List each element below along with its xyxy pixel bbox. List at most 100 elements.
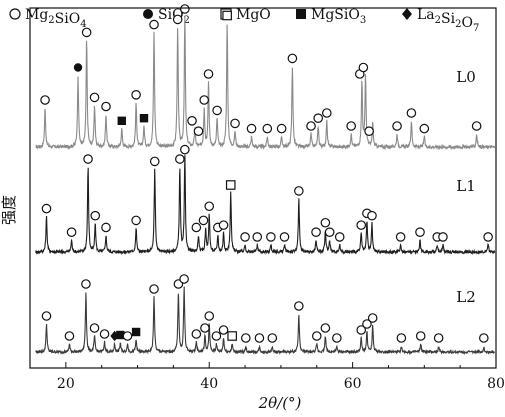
marker-l0-open-circle (212, 105, 222, 116)
marker-l0-open-circle (40, 95, 50, 105)
marker-l0-open-circle (101, 101, 111, 112)
marker-l0-filled-square (139, 114, 149, 123)
marker-l2-open-circle (479, 333, 489, 343)
marker-l0-open-square (222, 10, 232, 21)
marker-l2-open-circle (433, 333, 444, 343)
marker-l2-filled-square (116, 330, 125, 340)
x-axis-ticks: 20 40 60 80 (57, 362, 505, 392)
marker-l2-open-circle (89, 323, 100, 333)
marker-l2-open-circle (41, 311, 52, 321)
marker-l1-open-circle (334, 232, 345, 242)
marker-l1-open-circle (131, 215, 141, 226)
series-line-l0 (35, 15, 496, 151)
series-line-l2 (35, 286, 495, 356)
marker-l2-open-circle (254, 333, 265, 343)
marker-l0-filled-square (117, 116, 126, 125)
marker-l1-open-circle (356, 220, 367, 230)
marker-l1-open-circle (149, 156, 160, 167)
marker-l2-open-circle (81, 279, 91, 289)
marker-l0-open-circle (89, 92, 100, 103)
marker-l2-open-circle (320, 323, 331, 333)
marker-l1-open-circle (191, 222, 202, 233)
marker-l1-open-circle (83, 154, 93, 164)
marker-layer (40, 4, 493, 343)
marker-l0-open-circle (364, 126, 374, 136)
legend-label-mg2sio4: Mg2SiO4 (25, 7, 87, 30)
marker-l0-open-circle (471, 121, 482, 131)
marker-l1-open-circle (66, 227, 77, 237)
marker-l2-open-circle (267, 333, 278, 343)
marker-l1-open-circle (438, 232, 448, 242)
series-layer: L0 L1 L2 (35, 15, 496, 356)
marker-l2-open-square (227, 331, 237, 341)
marker-l0-open-circle (149, 19, 159, 30)
marker-l1-open-circle (240, 232, 250, 242)
marker-l0-open-circle (246, 123, 257, 134)
marker-l0-open-circle (131, 90, 141, 100)
marker-l0-open-circle (193, 126, 204, 136)
marker-l2-open-circle (204, 311, 215, 321)
marker-l1-open-circle (320, 217, 331, 228)
marker-l1-open-circle (395, 232, 406, 242)
marker-l0-open-circle (313, 113, 324, 123)
marker-l1-open-circle (218, 220, 229, 230)
marker-l1-open-circle (252, 232, 263, 242)
marker-l1-open-circle (483, 232, 493, 242)
marker-l0-open-circle (199, 95, 210, 105)
marker-l2-open-circle (332, 333, 342, 343)
marker-l1-open-circle (367, 210, 377, 221)
x-axis-label: 2θ/(°) (258, 394, 302, 412)
series-line-l1 (35, 154, 496, 256)
marker-l2-open-circle (200, 323, 210, 333)
legend-label-la2si2o7: La2Si2O7 (417, 7, 479, 34)
marker-l0-open-circle (419, 123, 430, 134)
marker-l2-open-circle (240, 333, 251, 343)
marker-l0-open-circle (406, 108, 417, 118)
marker-l1-open-circle (279, 232, 290, 242)
marker-l0-filled-circle (73, 63, 83, 72)
marker-l2-open-circle (311, 331, 322, 341)
legend-label-mgsio3: MgSiO3 (311, 7, 366, 26)
marker-l2-open-circle (356, 325, 367, 335)
marker-l0-open-circle (358, 62, 369, 73)
marker-l2-open-circle (218, 325, 229, 335)
marker-l0-open-circle (346, 121, 356, 131)
marker-l2-open-circle (149, 284, 159, 294)
marker-l0-open-circle (306, 121, 316, 131)
marker-l1-open-circle (204, 201, 215, 212)
legend-symbol-mgsio3 (296, 9, 306, 19)
marker-l2-filled-square (131, 327, 141, 337)
marker-l0-open-circle (276, 123, 287, 134)
marker-l2-open-circle (122, 331, 133, 341)
marker-l1-open-circle (311, 227, 321, 237)
marker-l2-open-circle (191, 329, 202, 339)
marker-l0-open-circle (187, 116, 197, 126)
marker-l0-open-circle (180, 4, 190, 14)
marker-l1-open-circle (180, 144, 190, 155)
marker-l2-open-circle (64, 331, 75, 341)
marker-l0-open-circle (262, 123, 273, 134)
legend-symbol-la2si2o7 (402, 8, 412, 20)
series-label-l2: L2 (456, 288, 476, 306)
marker-l2-open-circle (415, 331, 426, 341)
marker-l0-open-circle (203, 69, 214, 79)
legend-symbol-mg2sio4 (9, 8, 21, 20)
legend-symbol-sio2 (143, 9, 153, 19)
marker-l2-open-circle (211, 331, 222, 341)
marker-l0-open-circle (81, 27, 92, 38)
plot-frame (29, 7, 497, 369)
marker-l1-open-circle (198, 215, 209, 226)
marker-l1-open-circle (175, 154, 185, 164)
x-tick-label: 40 (200, 376, 218, 392)
marker-l0-open-circle (230, 118, 240, 129)
marker-l2-open-circle (396, 333, 407, 343)
series-label-l0: L0 (456, 68, 476, 86)
x-tick-label: 20 (57, 376, 75, 392)
marker-l0-open-circle (322, 108, 332, 118)
marker-l1-open-circle (415, 227, 425, 237)
marker-l2-open-circle (362, 319, 372, 329)
marker-l1-open-circle (266, 232, 276, 242)
marker-l2-open-circle (367, 313, 378, 323)
